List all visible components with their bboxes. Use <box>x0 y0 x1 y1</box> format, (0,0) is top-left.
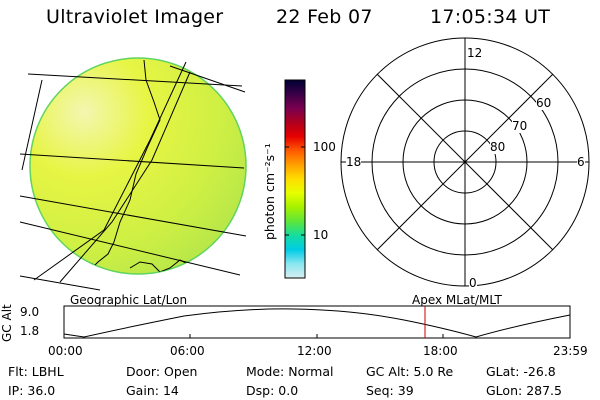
status-gain: Gain: 14 <box>126 383 179 398</box>
mlt-label-18: 18 <box>346 155 362 169</box>
colorbar-tick-100: 100 <box>313 140 336 154</box>
altitude-xtick-1800: 18:00 <box>423 344 458 358</box>
lat-lon-grid <box>19 61 247 291</box>
mlt-label-12: 12 <box>467 46 483 60</box>
altitude-curve <box>63 308 571 338</box>
altitude-ytick-bottom: 1.8 <box>20 324 40 338</box>
altitude-xtick-0600: 06:00 <box>170 344 205 358</box>
colorbar-tick-10: 10 <box>313 228 329 242</box>
status-glon: GLon: 287.5 <box>486 383 562 398</box>
status-dsp: Dsp: 0.0 <box>246 383 299 398</box>
status-seq: Seq: 39 <box>366 383 414 398</box>
earth-disk <box>30 58 246 274</box>
status-glat: GLat: -26.8 <box>486 364 556 379</box>
mlat-label-80: 80 <box>490 140 506 154</box>
altitude-xtick-2359: 23:59 <box>553 344 588 358</box>
status-ip: IP: 36.0 <box>8 383 56 398</box>
image-panel-title: Geographic Lat/Lon <box>70 293 188 307</box>
colorbar-unit-label: photon cm⁻²s⁻¹ <box>262 143 277 240</box>
status-gc-alt: GC Alt: 5.0 Re <box>366 364 454 379</box>
status-door: Door: Open <box>126 364 198 379</box>
mlt-label-0: 0 <box>469 276 477 290</box>
status-mode: Mode: Normal <box>246 364 334 379</box>
header-time: 17:05:34 UT <box>430 6 551 28</box>
mlat-label-60: 60 <box>536 96 552 110</box>
polar-panel-title: Apex MLat/MLT <box>412 293 502 307</box>
uv-image-panel <box>19 57 247 291</box>
altitude-xtick-1200: 12:00 <box>297 344 332 358</box>
polar-grid <box>340 37 590 287</box>
altitude-ytick-top: 9.0 <box>20 305 40 319</box>
altitude-xtick-0000: 00:00 <box>48 344 83 358</box>
altitude-ylabel: GC Alt <box>0 304 14 342</box>
instrument-title: Ultraviolet Imager <box>46 6 224 28</box>
status-filter: Flt: LBHL <box>8 364 64 379</box>
mlt-label-6: 6 <box>577 155 585 169</box>
header-date: 22 Feb 07 <box>276 6 373 28</box>
altitude-plot <box>63 305 571 339</box>
colorbar <box>284 79 306 279</box>
mlat-label-70: 70 <box>512 119 528 133</box>
